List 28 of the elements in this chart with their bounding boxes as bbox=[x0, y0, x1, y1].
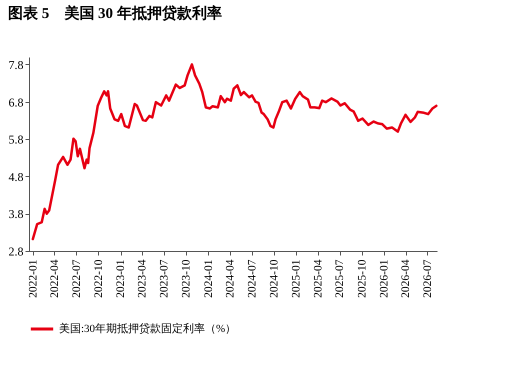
x-tick-label: 2024-07 bbox=[246, 259, 258, 298]
x-tick-label: 2023-07 bbox=[158, 259, 171, 298]
x-tick-label: 2025-07 bbox=[334, 259, 346, 298]
x-tick-label: 2022-07 bbox=[70, 259, 83, 298]
line-series bbox=[32, 63, 438, 240]
x-tick-label: 2024-04 bbox=[224, 259, 237, 298]
x-tick-label: 2024-10 bbox=[268, 259, 281, 298]
x-tick-label: 2022-04 bbox=[48, 259, 61, 298]
x-tick-label: 2023-01 bbox=[115, 259, 128, 298]
x-tick-label: 2026-01 bbox=[378, 259, 390, 298]
x-tick-label: 2024-01 bbox=[202, 259, 215, 298]
y-tick-label: 2.8 bbox=[8, 244, 24, 258]
y-tick-label: 5.8 bbox=[8, 132, 24, 147]
y-tick-label: 6.8 bbox=[8, 95, 24, 110]
legend-label: 美国:30年期抵押贷款固定利率（%） bbox=[59, 322, 236, 335]
x-tick-label: 2022-10 bbox=[92, 259, 105, 298]
x-tick-label: 2026-07 bbox=[422, 259, 434, 298]
y-tick-label: 7.8 bbox=[8, 58, 24, 72]
x-tick-label: 2025-04 bbox=[312, 259, 324, 298]
chart-title: 图表 5 美国 30 年抵押贷款利率 bbox=[8, 4, 222, 22]
x-tick-label: 2023-10 bbox=[180, 259, 193, 298]
x-tick-label: 2022-01 bbox=[27, 259, 40, 298]
x-tick-label: 2023-04 bbox=[136, 259, 149, 298]
x-tick-label: 2026-04 bbox=[400, 259, 412, 298]
y-tick-label: 4.8 bbox=[8, 170, 24, 184]
x-tick-label: 2025-10 bbox=[356, 259, 368, 298]
x-tick-label: 2025-01 bbox=[290, 259, 303, 298]
y-tick-label: 3.8 bbox=[8, 207, 24, 222]
